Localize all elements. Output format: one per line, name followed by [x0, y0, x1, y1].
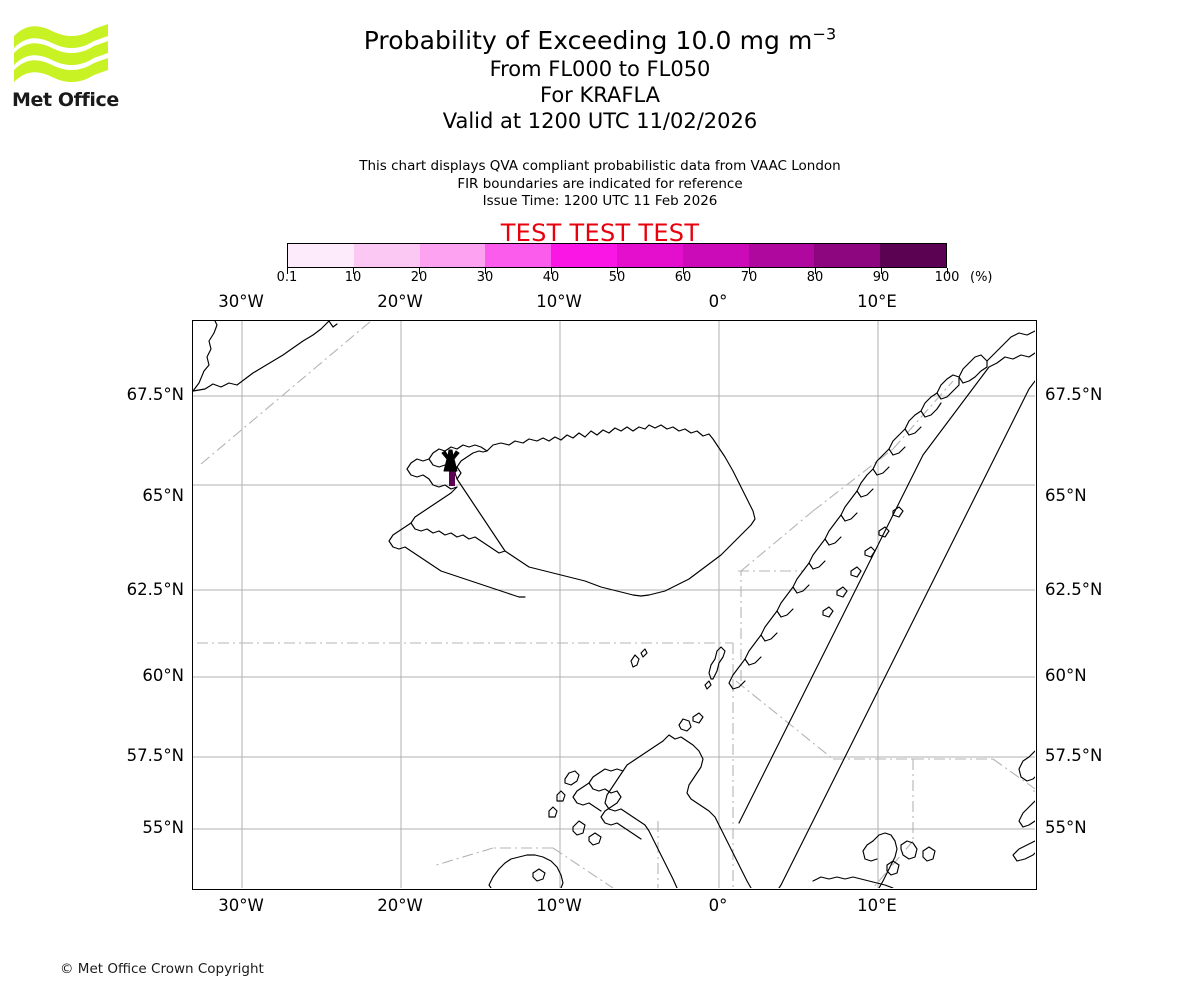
colorbar-label-100: 100 [934, 270, 960, 285]
colorbar-tick-0 [287, 268, 288, 274]
colorbar-label-0.1: 0.1 [276, 270, 298, 285]
colorbar-ticks [287, 268, 948, 278]
colorbar-tick-5 [617, 268, 618, 274]
title-main-text: Probability of Exceeding 10.0 mg m [363, 26, 813, 55]
page-title: Probability of Exceeding 10.0 mg m−3 [0, 26, 1200, 56]
colorbar-tick-10 [947, 268, 948, 274]
lat-label-left-1: 65°N [142, 486, 184, 505]
description-issue-time: Issue Time: 1200 UTC 11 Feb 2026 [482, 193, 718, 209]
lon-label-top-3: 0° [708, 292, 728, 311]
colorbar-band-4 [551, 244, 617, 267]
colorbar-tick-4 [551, 268, 552, 274]
colorbar-label-70: 70 [740, 270, 758, 285]
colorbar-band-6 [682, 244, 749, 267]
lon-label-top-2: 10°W [536, 292, 582, 311]
colorbar-tick-6 [683, 268, 684, 274]
colorbar-band-3 [485, 244, 552, 267]
map-graticule [193, 321, 1035, 888]
colorbar-label-20: 20 [410, 270, 428, 285]
colorbar-band-0 [288, 244, 354, 267]
lat-label-left-4: 57.5°N [126, 746, 184, 765]
description-qva: This chart displays QVA compliant probab… [359, 158, 841, 174]
colorbar-tick-3 [485, 268, 486, 274]
fir-boundaries [197, 321, 1035, 888]
colorbar-band-5 [616, 244, 683, 267]
colorbar-band-9 [880, 244, 946, 267]
colorbar-label-80: 80 [806, 270, 824, 285]
title-volcano: For KRAFLA [540, 83, 660, 107]
lon-label-top-0: 30°W [218, 292, 264, 311]
colorbar-tick-9 [881, 268, 882, 274]
lon-label-bottom-3: 0° [708, 896, 728, 915]
colorbar-tick-7 [749, 268, 750, 274]
colorbar-band-2 [419, 244, 486, 267]
lat-label-right-4: 57.5°N [1045, 746, 1103, 765]
volcano-icon [441, 449, 460, 472]
colorbar-unit-label: (%) [970, 270, 993, 285]
lat-label-right-0: 67.5°N [1045, 385, 1103, 404]
lon-label-top-4: 10°E [857, 292, 897, 311]
lat-label-left-2: 62.5°N [126, 580, 184, 599]
lon-label-bottom-4: 10°E [857, 896, 897, 915]
met-office-wave-mark [14, 24, 108, 83]
colorbar-label-90: 90 [872, 270, 890, 285]
met-office-logo: Met Office [12, 22, 122, 112]
colorbar-tick-2 [419, 268, 420, 274]
chart-description-block: This chart displays QVA compliant probab… [0, 158, 1200, 248]
met-office-wordmark: Met Office [12, 89, 119, 111]
lon-label-bottom-2: 10°W [536, 896, 582, 915]
chart-title-block: Probability of Exceeding 10.0 mg m−3 Fro… [0, 26, 1200, 134]
colorbar-label-40: 40 [542, 270, 560, 285]
footer-copyright: © Met Office Crown Copyright [60, 961, 264, 977]
title-superscript: −3 [812, 24, 837, 44]
lat-label-right-3: 60°N [1045, 666, 1087, 685]
lat-label-right-5: 55°N [1045, 818, 1087, 837]
krafla-volcano-marker [441, 449, 460, 486]
lon-label-bottom-0: 30°W [218, 896, 264, 915]
coastlines [193, 321, 1035, 888]
title-flight-levels: From FL000 to FL050 [489, 57, 711, 81]
colorbar-gradient [287, 243, 947, 268]
map-canvas [193, 321, 1035, 888]
test-banner: TEST TEST TEST [500, 218, 700, 247]
lat-label-right-1: 65°N [1045, 486, 1087, 505]
colorbar-label-10: 10 [344, 270, 362, 285]
colorbar-band-7 [748, 244, 815, 267]
colorbar-label-50: 50 [608, 270, 626, 285]
colorbar [287, 243, 947, 268]
colorbar-band-8 [814, 244, 881, 267]
lat-label-left-3: 60°N [142, 666, 184, 685]
lat-label-right-2: 62.5°N [1045, 580, 1103, 599]
lat-label-left-0: 67.5°N [126, 385, 184, 404]
colorbar-label-60: 60 [674, 270, 692, 285]
title-valid-time: Valid at 1200 UTC 11/02/2026 [442, 109, 758, 133]
lon-label-top-1: 20°W [377, 292, 423, 311]
ash-probability-cell [449, 469, 455, 486]
colorbar-tick-1 [353, 268, 354, 274]
colorbar-band-1 [353, 244, 420, 267]
colorbar-label-30: 30 [476, 270, 494, 285]
colorbar-tick-8 [815, 268, 816, 274]
description-fir: FIR boundaries are indicated for referen… [457, 175, 743, 192]
colorbar-tick-labels: 0.1 10 20 30 40 50 60 70 80 90 100 [0, 270, 1200, 288]
lat-label-left-5: 55°N [142, 818, 184, 837]
map-panel[interactable] [192, 320, 1037, 890]
lon-label-bottom-1: 20°W [377, 896, 423, 915]
